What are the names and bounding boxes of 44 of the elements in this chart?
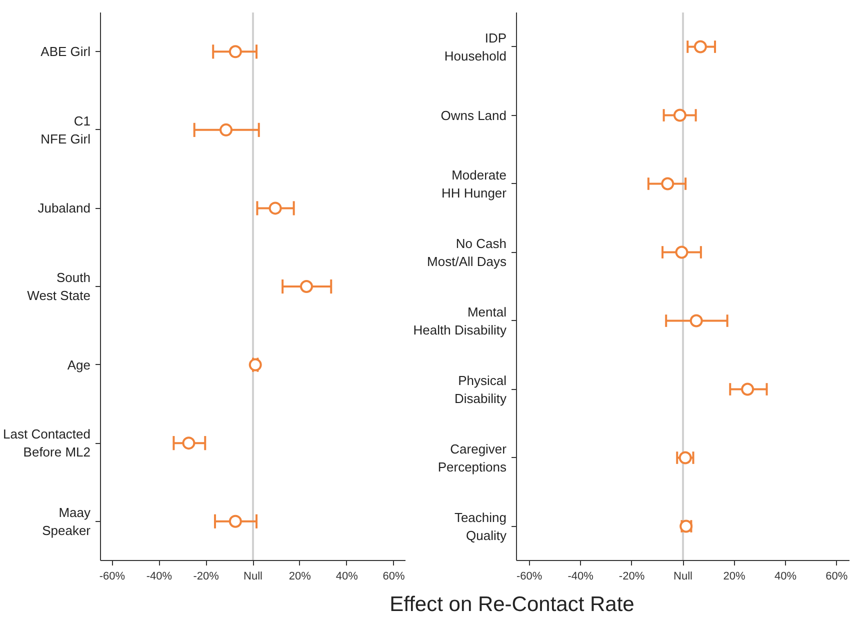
point	[690, 314, 703, 328]
point	[694, 40, 707, 54]
point	[228, 514, 242, 528]
y-tick-label: Last Contacted Before ML2	[3, 426, 91, 460]
point	[268, 202, 282, 215]
point	[228, 45, 242, 58]
x-tick-label: Null	[244, 570, 262, 582]
x-tick-label: 60%	[826, 570, 848, 582]
y-tick-label: Moderate HH Hunger	[441, 167, 508, 200]
x-tick-label: -60%	[99, 570, 126, 582]
x-tick-label: 40%	[336, 570, 358, 582]
y-tick-label: Teaching Quality	[454, 510, 507, 543]
y-tick-label: Owns Land	[440, 108, 507, 123]
point	[675, 246, 688, 259]
point	[661, 177, 674, 190]
x-tick-label: -40%	[146, 570, 172, 582]
x-tick-label: 60%	[382, 570, 405, 582]
x-tick-label: -40%	[568, 570, 594, 582]
y-tick-label: Age	[67, 357, 91, 372]
x-tick-label: Null	[674, 570, 692, 582]
point	[741, 382, 754, 396]
point	[678, 451, 692, 464]
x-tick-label: -20%	[618, 570, 645, 582]
x-axis-title: Effect on Re-Contact Rate	[390, 592, 634, 618]
point	[182, 436, 196, 450]
y-tick-label: Jubaland	[38, 200, 91, 216]
y-tick-label: ABE Girl	[40, 44, 91, 60]
x-tick-label: 20%	[723, 570, 746, 582]
y-tick-label: Mental Health Disability	[413, 304, 507, 338]
point	[300, 280, 313, 293]
x-tick-label: 20%	[288, 570, 312, 582]
y-tick-label: South West State	[27, 270, 91, 303]
x-tick-label: 40%	[774, 570, 797, 582]
point	[248, 358, 262, 372]
point	[673, 108, 686, 122]
x-tick-label: -60%	[516, 570, 542, 582]
y-tick-label: C1 NFE Girl	[40, 113, 91, 146]
y-tick-label: Physical Disability	[454, 372, 507, 406]
y-tick-label: No Cash Most/All Days	[427, 236, 507, 269]
x-tick-label: -20%	[193, 570, 220, 582]
y-tick-label: Caregiver Perceptions	[438, 441, 508, 474]
y-tick-label: IDP Household	[444, 30, 506, 64]
point	[220, 123, 233, 136]
y-tick-label: Maay Speaker	[42, 504, 92, 538]
